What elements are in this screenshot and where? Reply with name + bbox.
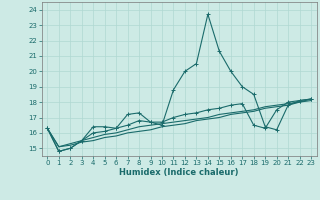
X-axis label: Humidex (Indice chaleur): Humidex (Indice chaleur) [119,168,239,177]
